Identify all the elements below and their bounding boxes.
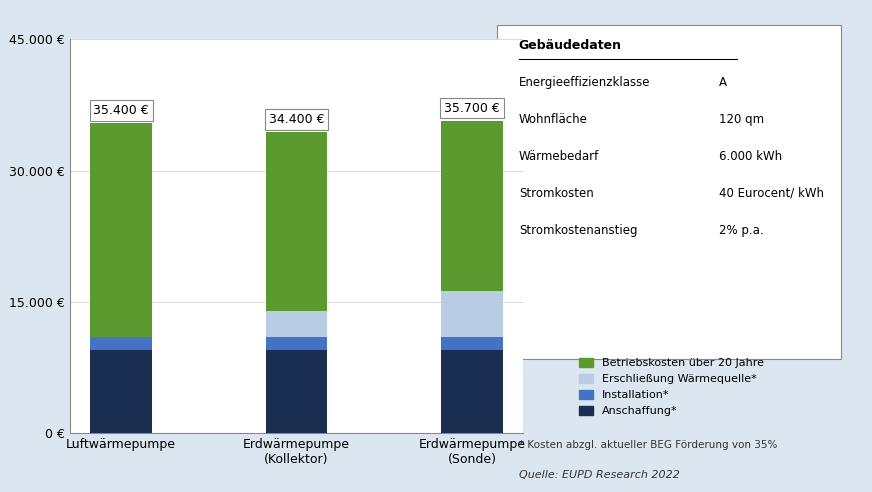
Legend: Betriebskosten über 20 Jahre, Erschließung Wärmequelle*, Installation*, Anschaff: Betriebskosten über 20 Jahre, Erschließu… <box>576 354 767 420</box>
Text: Wärmebedarf: Wärmebedarf <box>519 150 599 163</box>
Bar <box>266 310 327 337</box>
Text: Gebäudedaten: Gebäudedaten <box>519 39 622 52</box>
Bar <box>91 123 152 337</box>
Text: 40 Eurocent/ kWh: 40 Eurocent/ kWh <box>719 187 824 200</box>
Text: A: A <box>719 76 727 89</box>
Text: 35.700 €: 35.700 € <box>444 101 500 115</box>
Bar <box>266 337 327 350</box>
Bar <box>441 350 502 433</box>
Text: 2% p.a.: 2% p.a. <box>719 224 764 237</box>
Bar <box>91 337 152 350</box>
Text: 120 qm: 120 qm <box>719 113 765 126</box>
Text: 6.000 kWh: 6.000 kWh <box>719 150 782 163</box>
Bar <box>441 337 502 350</box>
Text: Quelle: EUPD Research 2022: Quelle: EUPD Research 2022 <box>520 470 680 480</box>
Bar <box>266 132 327 310</box>
Text: Stromkosten: Stromkosten <box>519 187 594 200</box>
Bar <box>266 350 327 433</box>
Bar <box>441 291 502 337</box>
Text: Stromkostenanstieg: Stromkostenanstieg <box>519 224 637 237</box>
Text: 34.400 €: 34.400 € <box>269 113 324 126</box>
Text: * Kosten abzgl. aktueller BEG Förderung von 35%: * Kosten abzgl. aktueller BEG Förderung … <box>519 440 777 450</box>
Bar <box>91 350 152 433</box>
Bar <box>441 121 502 291</box>
Text: 35.400 €: 35.400 € <box>93 104 149 117</box>
Text: Wohnfläche: Wohnfläche <box>519 113 588 126</box>
Text: Energieeffizienzklasse: Energieeffizienzklasse <box>519 76 651 89</box>
